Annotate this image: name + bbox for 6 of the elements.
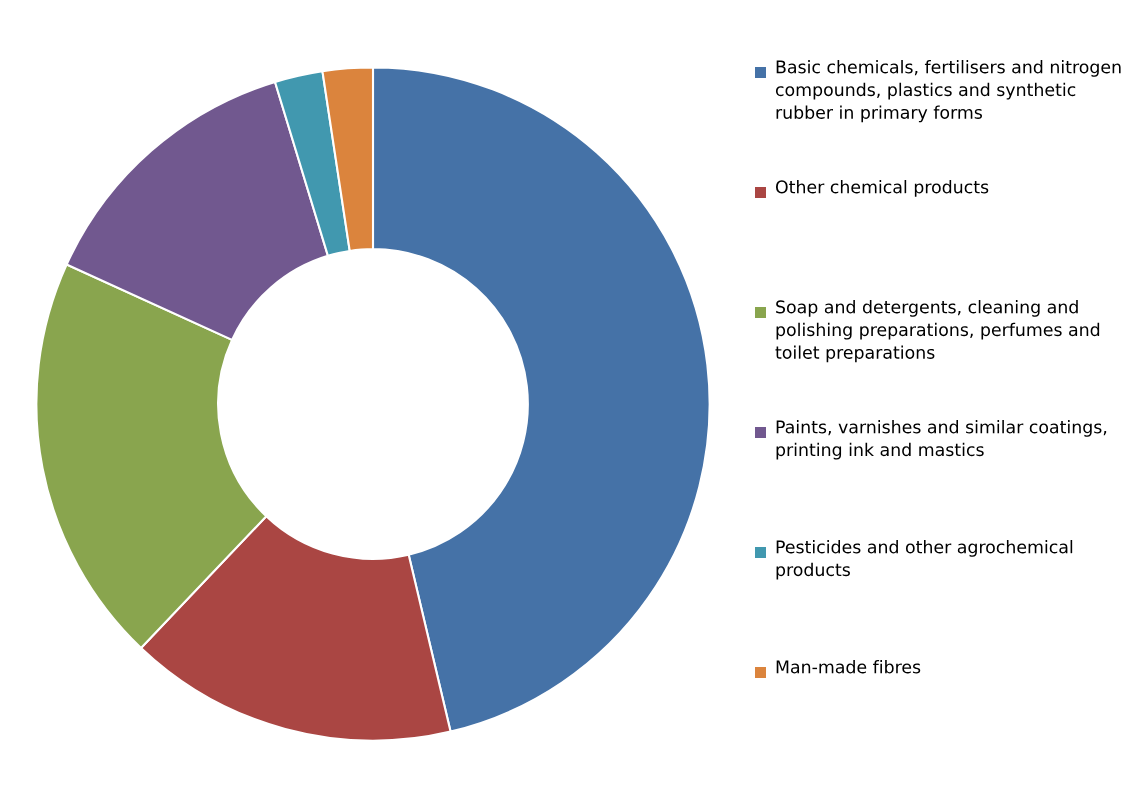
legend-label: Man-made fibres	[776, 660, 921, 674]
legend-label: Soap and detergents, cleaning and polishing preparations, perfumes and toilet preparations	[775, 300, 1100, 363]
legend-label: Pesticides and other agrochemical products	[776, 540, 1073, 580]
legend-label: Other chemical products	[775, 180, 989, 197]
legend-label: Basic chemicals, fertilisers and nitrogen compounds, plastics and synthetic rubber in primary forms	[775, 60, 1121, 123]
legend-label: Paints, varnishes and similar coatings, printing ink and mastics	[776, 420, 1107, 460]
